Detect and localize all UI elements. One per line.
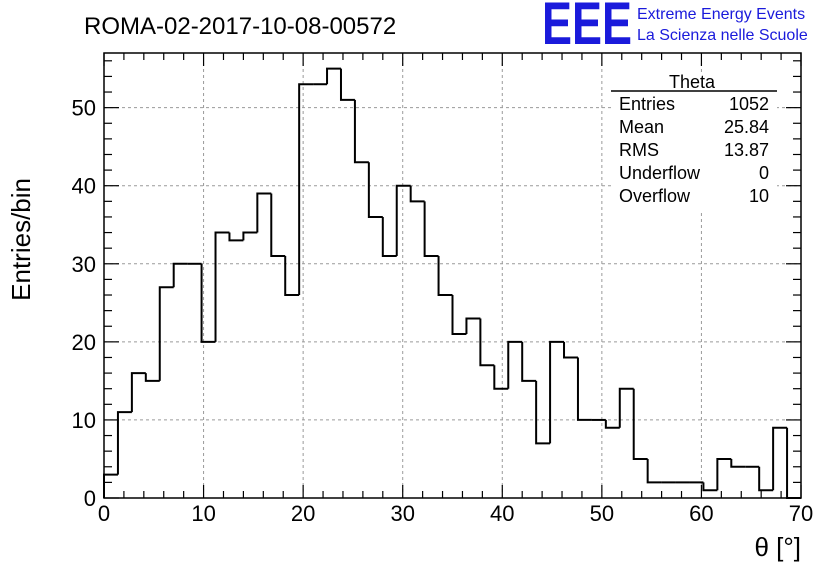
eee-logo: EEE Extreme Energy Events La Scienza nel… bbox=[542, 0, 808, 57]
histogram-bin bbox=[702, 482, 718, 492]
histogram-bin bbox=[604, 419, 620, 429]
run-title: ROMA-02-2017-10-08-00572 bbox=[84, 13, 396, 40]
stats-value: 0 bbox=[759, 163, 769, 183]
histogram-bin bbox=[730, 458, 746, 468]
histogram-bin bbox=[521, 341, 537, 382]
stats-box: Theta Entries 1052 Mean 25.84 RMS 13.87 Underf… bbox=[611, 72, 777, 210]
histogram-bin bbox=[437, 255, 453, 297]
histogram-bin bbox=[563, 341, 578, 359]
histogram-bin bbox=[130, 372, 146, 413]
x-tick-label: 20 bbox=[291, 501, 315, 526]
histogram-bin bbox=[479, 318, 495, 367]
stats-label: RMS bbox=[619, 140, 659, 160]
y-axis-title: Entries/bin bbox=[6, 178, 36, 301]
histogram-bin bbox=[103, 473, 118, 498]
y-tick-label: 50 bbox=[72, 96, 96, 121]
x-tick-label: 70 bbox=[789, 501, 813, 526]
histogram-bin bbox=[381, 216, 397, 257]
histogram-bin bbox=[256, 192, 272, 233]
x-tick-label: 60 bbox=[689, 501, 713, 526]
y-tick-labels: 0 10 20 30 40 50 bbox=[72, 96, 96, 511]
histogram-bin bbox=[716, 457, 732, 491]
histogram-bin bbox=[367, 162, 383, 218]
histogram-bin bbox=[228, 232, 244, 242]
y-tick-label: 0 bbox=[84, 486, 96, 511]
histogram-bin bbox=[758, 466, 774, 492]
y-tick-label: 20 bbox=[72, 330, 96, 355]
histogram-bin bbox=[493, 365, 509, 390]
y-tick-label: 10 bbox=[72, 408, 96, 433]
histogram-bin bbox=[535, 380, 551, 445]
grid-lines bbox=[104, 53, 801, 498]
x-tick-label: 10 bbox=[191, 501, 215, 526]
histogram-bin bbox=[270, 193, 286, 257]
histogram-bin bbox=[144, 373, 160, 382]
histogram-bin bbox=[576, 357, 592, 421]
y-tick-label: 40 bbox=[72, 174, 96, 199]
x-axis-title: θ [°] bbox=[754, 532, 801, 562]
stats-label: Overflow bbox=[619, 186, 691, 206]
stats-label: Entries bbox=[619, 94, 675, 114]
plot-frame bbox=[103, 52, 802, 499]
logo-line-1: Extreme Energy Events bbox=[637, 6, 805, 23]
x-tick-label: 30 bbox=[390, 501, 414, 526]
histogram-bin bbox=[423, 201, 439, 257]
histogram-bin bbox=[298, 83, 314, 296]
x-tick-label: 40 bbox=[490, 501, 514, 526]
histogram-bin bbox=[116, 411, 132, 475]
stats-label: Underflow bbox=[619, 163, 701, 183]
histogram-bin bbox=[326, 67, 341, 85]
x-tick-label: 50 bbox=[590, 501, 614, 526]
stats-box-background bbox=[611, 72, 777, 210]
y-tick-label: 30 bbox=[72, 252, 96, 277]
stats-value: 1052 bbox=[729, 94, 769, 114]
histogram-bin bbox=[646, 458, 662, 484]
x-tick-label: 0 bbox=[98, 501, 110, 526]
histogram-bin bbox=[786, 427, 801, 499]
stats-label: Mean bbox=[619, 117, 664, 137]
stats-title: Theta bbox=[669, 72, 716, 92]
stats-rows: Entries 1052 Mean 25.84 RMS 13.87 Underflow 0 Ov… bbox=[619, 94, 769, 206]
histogram-bin bbox=[395, 184, 411, 256]
stats-value: 10 bbox=[749, 186, 769, 206]
logo-line-2: La Scienza nelle Scuole bbox=[637, 27, 808, 44]
histogram-bin bbox=[451, 295, 467, 336]
stats-value: 25.84 bbox=[724, 117, 769, 137]
axis-ticks bbox=[103, 53, 802, 499]
histogram-bin bbox=[772, 426, 788, 491]
histogram-bin bbox=[353, 99, 369, 164]
histogram-bin bbox=[339, 68, 355, 101]
histogram-bin bbox=[172, 262, 188, 288]
histogram-bin bbox=[242, 231, 258, 241]
histogram-bin bbox=[632, 388, 648, 460]
histogram-bin bbox=[465, 317, 481, 335]
stats-value: 13.87 bbox=[724, 140, 769, 160]
histogram-bin bbox=[409, 185, 425, 203]
histogram-bin bbox=[549, 340, 565, 444]
histogram-bin bbox=[200, 263, 216, 343]
histogram-bars bbox=[103, 67, 801, 499]
histogram-bin bbox=[507, 340, 523, 389]
histogram-bin bbox=[284, 255, 300, 297]
logo-mark: EEE bbox=[542, 0, 632, 57]
histogram-bin bbox=[158, 286, 174, 381]
x-tick-labels: 0 10 20 30 40 50 60 70 bbox=[98, 501, 813, 526]
histogram-bin bbox=[214, 231, 230, 342]
histogram-bin bbox=[618, 387, 634, 428]
